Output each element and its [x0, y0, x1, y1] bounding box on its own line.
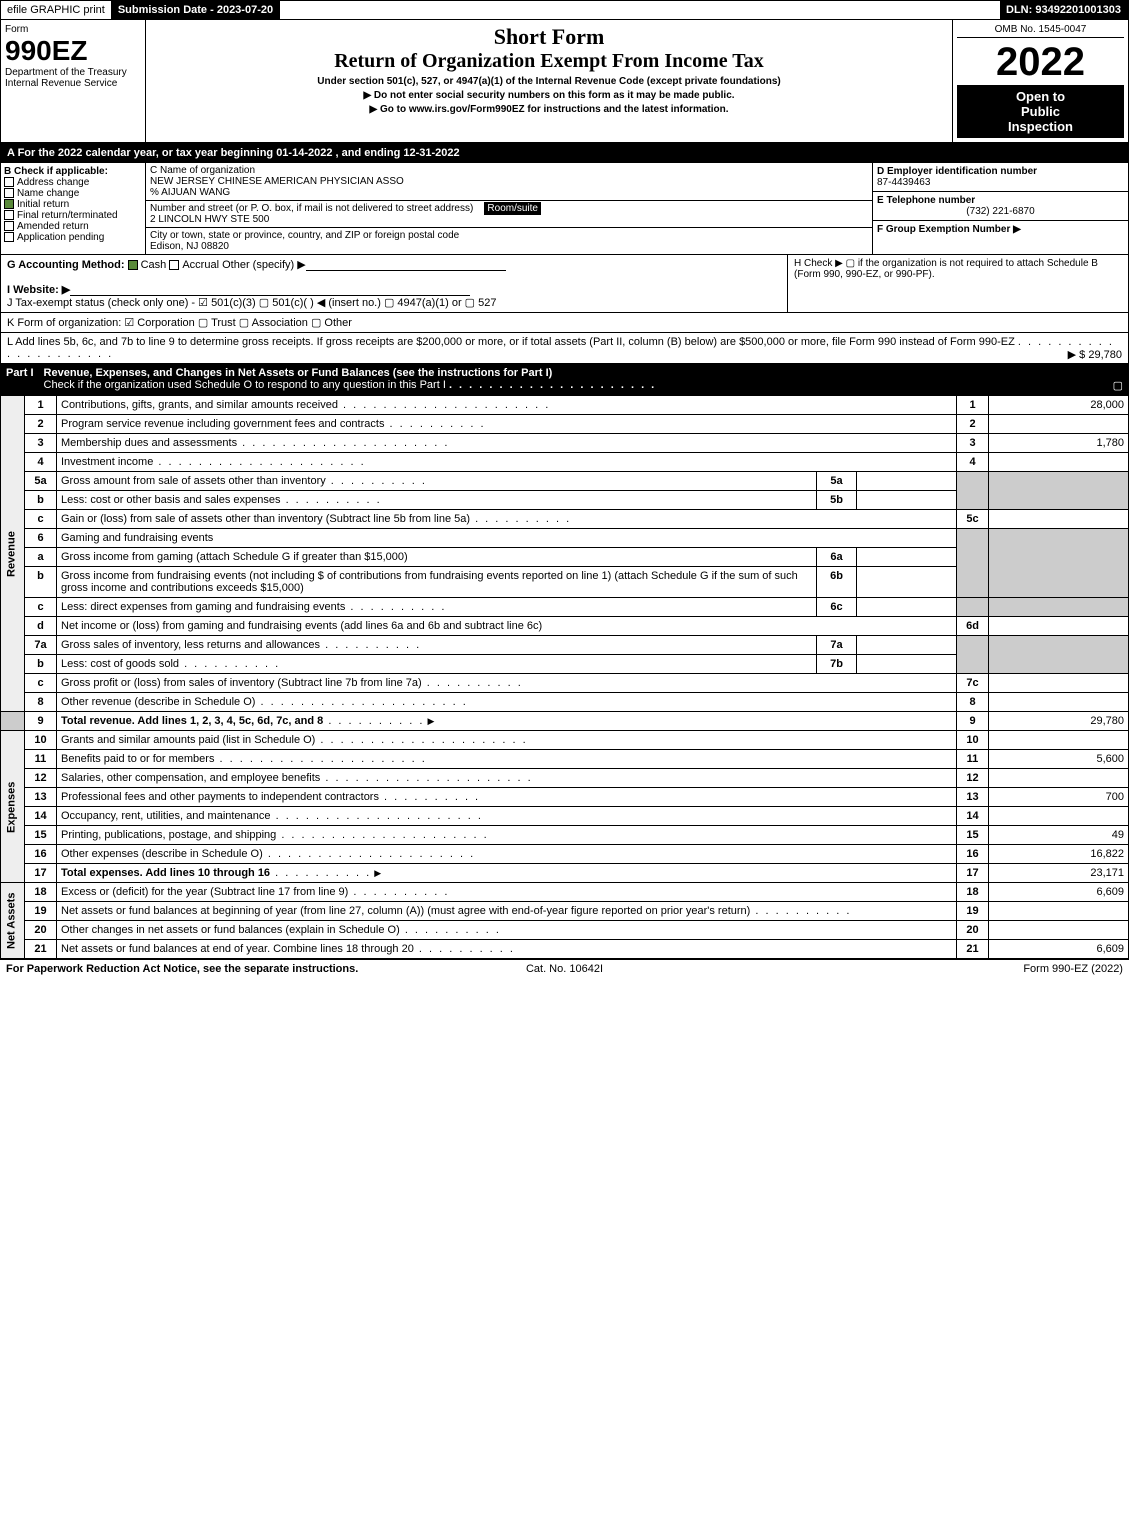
form-header: Form 990EZ Department of the Treasury In… [0, 20, 1129, 143]
checkbox-cash[interactable] [128, 260, 138, 270]
topbar: efile GRAPHIC print Submission Date - 20… [0, 0, 1129, 20]
dept: Department of the Treasury [5, 67, 141, 78]
footer: For Paperwork Reduction Act Notice, see … [0, 959, 1129, 978]
efile-label: efile GRAPHIC print [1, 1, 112, 19]
row-l: L Add lines 5b, 6c, and 7b to line 9 to … [0, 333, 1129, 364]
footer-cat: Cat. No. 10642I [378, 963, 750, 975]
checkbox-amended[interactable] [4, 221, 14, 231]
open-to-public: Open to Public Inspection [957, 85, 1124, 138]
instr-ssn: ▶ Do not enter social security numbers o… [150, 90, 948, 101]
checkbox-name[interactable] [4, 188, 14, 198]
street-address: 2 LINCOLN HWY STE 500 [150, 214, 269, 225]
subtitle: Under section 501(c), 527, or 4947(a)(1)… [150, 76, 948, 87]
f-label: F Group Exemption Number ▶ [877, 224, 1021, 235]
b-header: B Check if applicable: [4, 166, 108, 177]
gross-receipts: ▶ $ 29,780 [1068, 348, 1122, 361]
city-state-zip: Edison, NJ 08820 [150, 241, 229, 252]
short-form-title: Short Form [150, 24, 948, 50]
checkbox-final[interactable] [4, 210, 14, 220]
line-9-amt: 29,780 [989, 712, 1129, 731]
care-of: % AIJUAN WANG [150, 187, 230, 198]
row-h: H Check ▶ ▢ if the organization is not r… [788, 255, 1128, 312]
form-word: Form [5, 24, 141, 35]
ein: 87-4439463 [877, 177, 930, 188]
line-13-amt: 700 [989, 788, 1129, 807]
line-1-amt: 28,000 [989, 396, 1129, 415]
side-revenue: Revenue [1, 396, 25, 712]
col-c: C Name of organization NEW JERSEY CHINES… [146, 163, 873, 254]
checkbox-address[interactable] [4, 177, 14, 187]
omb: OMB No. 1545-0047 [957, 24, 1124, 38]
dln: DLN: 93492201001303 [1000, 1, 1128, 19]
city-label: City or town, state or province, country… [150, 230, 459, 241]
row-g: G Accounting Method: Cash Accrual Other … [1, 255, 788, 312]
instr-url: ▶ Go to www.irs.gov/Form990EZ for instru… [150, 104, 948, 115]
row-k: K Form of organization: ☑ Corporation ▢ … [0, 313, 1129, 333]
line-15-amt: 49 [989, 826, 1129, 845]
line-21-amt: 6,609 [989, 940, 1129, 959]
checkbox-pending[interactable] [4, 232, 14, 242]
row-i: I Website: ▶ [7, 284, 70, 296]
checkbox-accrual[interactable] [169, 260, 179, 270]
tax-year: 2022 [957, 40, 1124, 85]
return-title: Return of Organization Exempt From Incom… [150, 50, 948, 73]
part-1-table: Revenue 1Contributions, gifts, grants, a… [0, 395, 1129, 959]
line-3-amt: 1,780 [989, 434, 1129, 453]
part-1-header: Part I Revenue, Expenses, and Changes in… [0, 364, 1129, 395]
room-label: Room/suite [484, 202, 541, 215]
submission-date: Submission Date - 2023-07-20 [112, 1, 280, 19]
c-name-label: C Name of organization [150, 165, 255, 176]
footer-form: Form 990-EZ (2022) [751, 963, 1123, 975]
phone: (732) 221-6870 [877, 206, 1124, 217]
side-expenses: Expenses [1, 731, 25, 883]
line-11-amt: 5,600 [989, 750, 1129, 769]
irs: Internal Revenue Service [5, 78, 141, 89]
section-a: A For the 2022 calendar year, or tax yea… [0, 143, 1129, 163]
side-netassets: Net Assets [1, 883, 25, 959]
footer-left: For Paperwork Reduction Act Notice, see … [6, 963, 378, 975]
e-label: E Telephone number [877, 195, 975, 206]
col-de: D Employer identification number 87-4439… [873, 163, 1128, 254]
row-j: J Tax-exempt status (check only one) - ☑… [7, 297, 496, 309]
addr-label: Number and street (or P. O. box, if mail… [150, 203, 473, 214]
org-name: NEW JERSEY CHINESE AMERICAN PHYSICIAN AS… [150, 176, 404, 187]
d-label: D Employer identification number [877, 166, 1037, 177]
line-16-amt: 16,822 [989, 845, 1129, 864]
row-bcde: B Check if applicable: Address change Na… [0, 163, 1129, 255]
line-18-amt: 6,609 [989, 883, 1129, 902]
line-17-amt: 23,171 [989, 864, 1129, 883]
row-gh: G Accounting Method: Cash Accrual Other … [0, 255, 1129, 313]
checkbox-initial[interactable] [4, 199, 14, 209]
form-number: 990EZ [5, 35, 141, 67]
col-b: B Check if applicable: Address change Na… [1, 163, 146, 254]
